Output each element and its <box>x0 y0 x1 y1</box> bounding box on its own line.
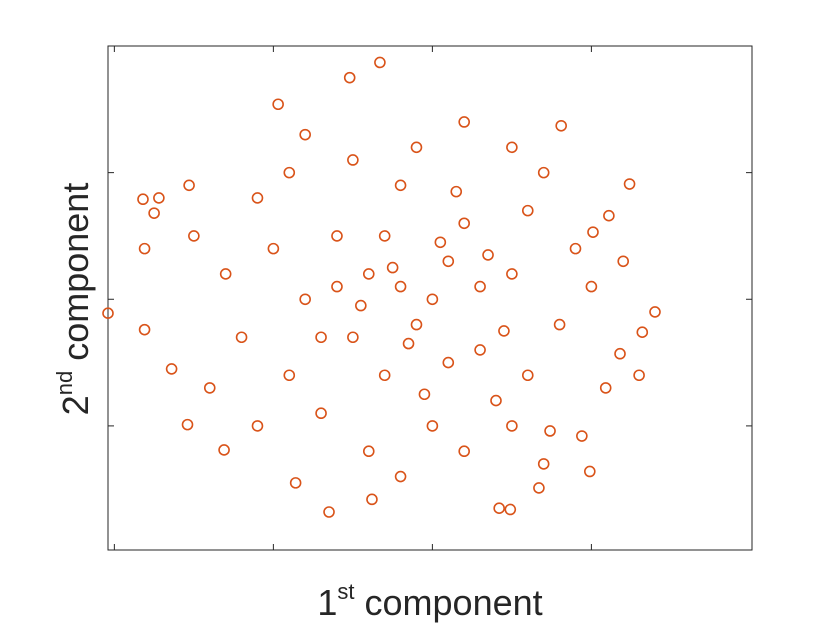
point <box>283 369 296 382</box>
point <box>283 166 296 179</box>
point <box>315 407 327 420</box>
point <box>347 154 359 166</box>
point <box>347 331 359 344</box>
point <box>482 249 494 261</box>
point <box>544 425 556 437</box>
point <box>506 420 518 432</box>
point <box>315 331 327 344</box>
point <box>355 299 367 312</box>
point <box>442 255 455 268</box>
point <box>251 192 264 204</box>
point <box>587 226 599 238</box>
y-axis-label: 2nd component <box>52 183 96 416</box>
point <box>458 116 470 128</box>
point <box>386 261 399 274</box>
point <box>188 230 200 242</box>
point <box>569 242 582 255</box>
point <box>434 236 447 249</box>
point <box>378 369 391 382</box>
point <box>521 204 534 217</box>
point <box>458 217 470 230</box>
point <box>576 430 588 442</box>
point <box>410 318 423 331</box>
point <box>331 230 343 242</box>
point <box>450 185 463 198</box>
point <box>218 444 230 456</box>
point <box>138 242 151 255</box>
x-axis-label: 1st component <box>317 579 542 623</box>
y-label-rest: component <box>55 183 96 371</box>
point <box>378 230 391 242</box>
point <box>426 293 439 306</box>
plot-frame <box>107 45 753 551</box>
point <box>331 280 343 293</box>
point <box>623 178 636 190</box>
x-label-rest: component <box>355 582 543 623</box>
point <box>138 323 151 336</box>
point <box>251 420 264 432</box>
point <box>506 141 518 154</box>
point <box>521 369 534 382</box>
point <box>506 268 518 280</box>
point <box>537 166 550 179</box>
point <box>537 458 550 470</box>
point <box>394 280 407 293</box>
point <box>617 255 630 268</box>
point <box>299 293 311 306</box>
point <box>533 482 545 494</box>
point <box>219 268 232 280</box>
point <box>498 325 510 337</box>
y-label-base: 2 <box>55 395 96 415</box>
point <box>203 382 216 394</box>
point <box>614 347 626 360</box>
point <box>418 388 431 401</box>
point <box>183 179 195 192</box>
point <box>267 242 280 255</box>
point <box>490 394 502 407</box>
point <box>235 331 248 344</box>
point <box>555 119 567 132</box>
point <box>165 363 178 375</box>
point <box>474 280 486 293</box>
point <box>394 470 407 483</box>
point <box>137 193 149 206</box>
point <box>394 179 407 192</box>
point <box>442 356 455 369</box>
point <box>272 98 284 111</box>
point <box>323 506 335 518</box>
point <box>636 326 649 338</box>
point <box>366 493 378 506</box>
x-label-base: 1 <box>317 582 337 623</box>
point <box>181 418 194 431</box>
point <box>458 445 470 458</box>
point <box>426 420 439 432</box>
point <box>362 445 375 458</box>
point <box>410 141 423 154</box>
point <box>599 382 612 394</box>
point <box>504 503 517 516</box>
point <box>603 209 615 222</box>
point <box>402 337 415 350</box>
point <box>553 318 566 331</box>
point <box>374 56 386 69</box>
point <box>299 128 311 141</box>
y-label-sup: nd <box>52 371 77 395</box>
point <box>493 502 505 515</box>
point <box>343 71 356 84</box>
point <box>474 344 486 356</box>
point <box>153 192 165 204</box>
point <box>102 307 114 319</box>
point <box>584 465 596 478</box>
point <box>585 280 598 293</box>
point <box>289 477 302 489</box>
point <box>362 268 375 280</box>
x-label-sup: st <box>337 579 354 604</box>
point <box>649 306 661 318</box>
point <box>148 207 160 219</box>
point <box>633 369 645 382</box>
